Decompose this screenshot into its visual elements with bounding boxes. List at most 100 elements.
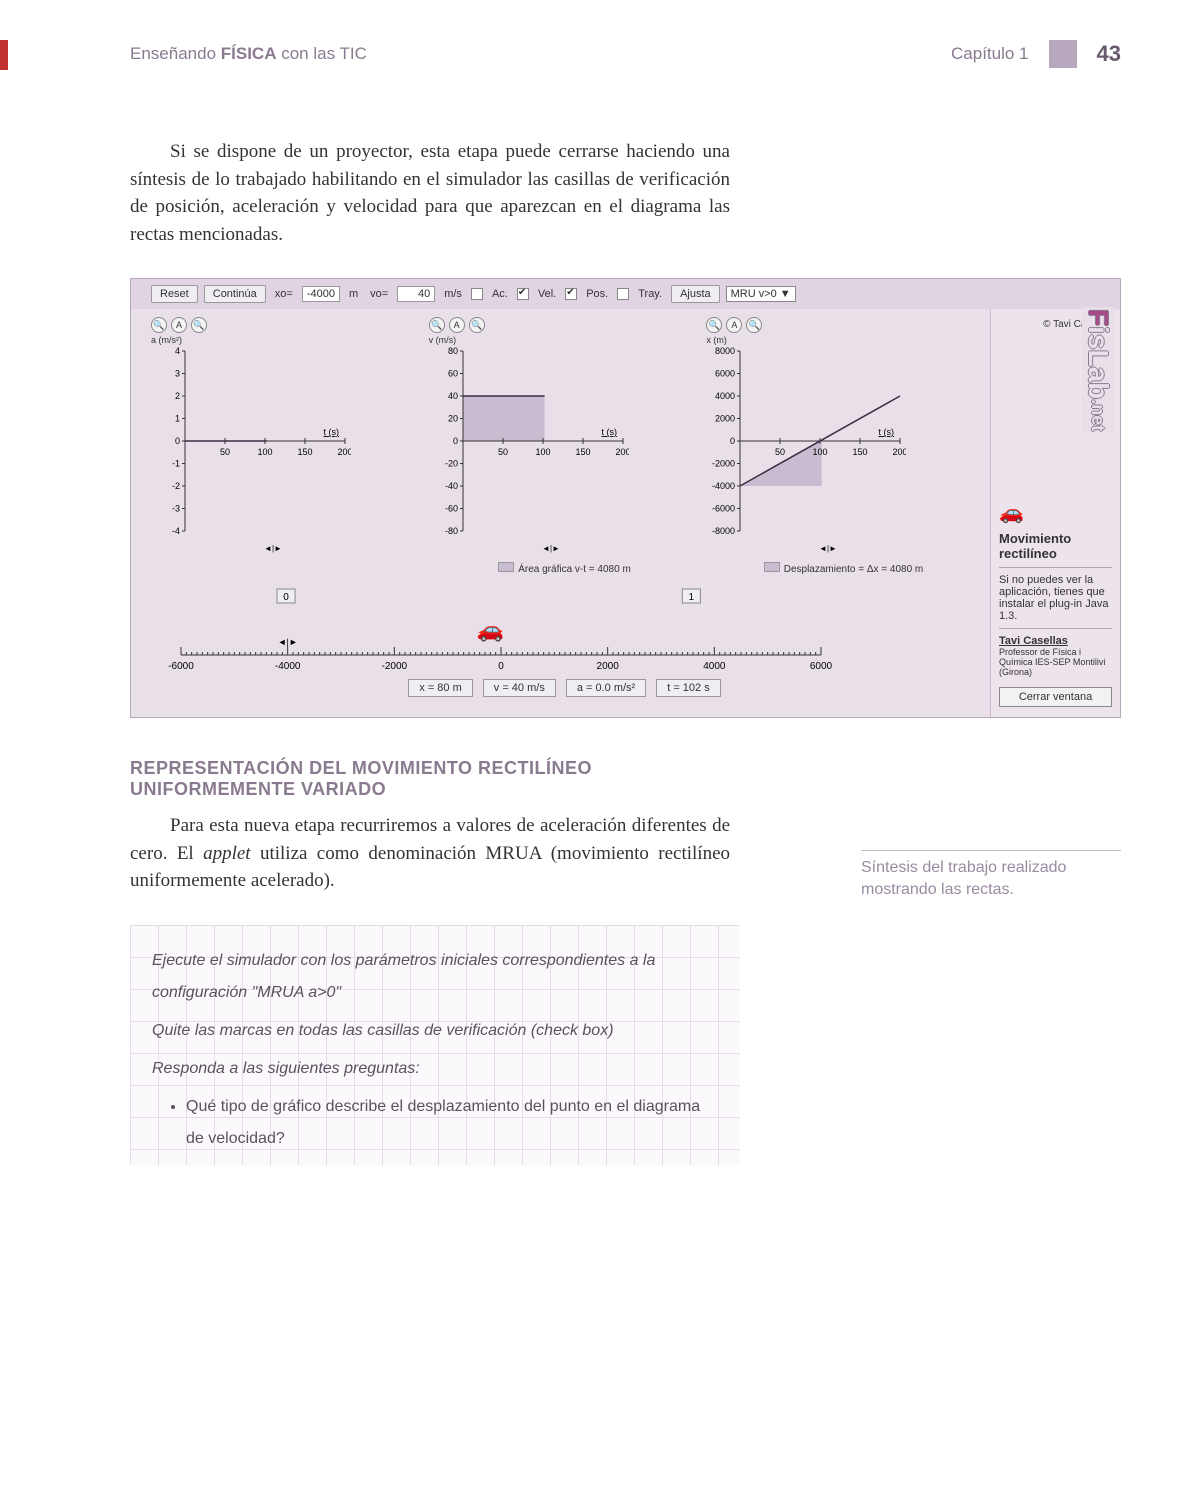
dropdown-icon: ▼ [780, 288, 791, 300]
status-x: x = 80 m [408, 679, 473, 697]
svg-text:80: 80 [448, 346, 458, 356]
book-title: Enseñando FÍSICA con las TIC [130, 44, 367, 64]
chart-svg-0: -4-3-2-10123450100150200t (s)◄|► [151, 345, 351, 555]
page-header: Enseñando FÍSICA con las TIC Capítulo 1 … [130, 40, 1121, 68]
svg-text:200: 200 [615, 447, 629, 457]
simulator-screenshot: Reset Continúa xo= -4000 m vo= 40 m/s Ac… [130, 278, 1121, 718]
continue-button[interactable]: Continúa [204, 285, 266, 303]
zoom-icon[interactable]: 🔍 [746, 317, 762, 333]
svg-text:◄|►: ◄|► [264, 544, 282, 553]
svg-text:1: 1 [175, 414, 180, 424]
autoscale-icon[interactable]: A [449, 317, 465, 333]
figure-caption: Síntesis del trabajo realizado mostrando… [861, 850, 1121, 900]
svg-text:150: 150 [575, 447, 590, 457]
svg-text:8000: 8000 [715, 346, 735, 356]
svg-text:4000: 4000 [703, 661, 726, 672]
title-bold: FÍSICA [221, 44, 277, 63]
zoom-icon[interactable]: 🔍 [706, 317, 722, 333]
acc-checkbox[interactable] [471, 288, 483, 300]
ruler-svg: 01-6000-4000-20000200040006000◄|►🚗 [151, 585, 851, 675]
car-icon: 🚗 [999, 500, 1112, 525]
status-row: x = 80 m v = 40 m/s a = 0.0 m/s² t = 102… [151, 679, 978, 697]
chart-1: 🔍A🔍v (m/s)-80-60-40-20020406080501001502… [429, 317, 701, 558]
svg-text:20: 20 [448, 414, 458, 424]
tray-checkbox[interactable] [617, 288, 629, 300]
svg-text:-8000: -8000 [712, 526, 735, 536]
vel-checkbox[interactable] [517, 288, 529, 300]
section-paragraph: Para esta nueva etapa recurriremos a val… [130, 812, 730, 895]
reset-button[interactable]: Reset [151, 285, 198, 303]
svg-text:-6000: -6000 [712, 504, 735, 514]
author-link[interactable]: Tavi Casellas [999, 635, 1112, 647]
title-pre: Enseñando [130, 44, 221, 63]
svg-text:-80: -80 [445, 526, 458, 536]
chart-ylabel: v (m/s) [429, 335, 701, 345]
svg-text:-60: -60 [445, 504, 458, 514]
svg-text:-6000: -6000 [168, 661, 194, 672]
svg-text:200: 200 [893, 447, 907, 457]
svg-text:50: 50 [498, 447, 508, 457]
svg-text:-4000: -4000 [712, 481, 735, 491]
svg-text:1: 1 [689, 592, 695, 603]
svg-text:-40: -40 [445, 481, 458, 491]
close-window-button[interactable]: Cerrar ventana [999, 687, 1112, 707]
mode-select[interactable]: MRU v>0▼ [726, 286, 796, 302]
svg-text:0: 0 [453, 436, 458, 446]
svg-text:3: 3 [175, 369, 180, 379]
mode-value: MRU v>0 [731, 288, 777, 300]
svg-text:50: 50 [220, 447, 230, 457]
zoom-icon[interactable]: 🔍 [191, 317, 207, 333]
zoom-icon[interactable]: 🔍 [469, 317, 485, 333]
svg-text:40: 40 [448, 391, 458, 401]
zoom-icon[interactable]: 🔍 [429, 317, 445, 333]
status-v: v = 40 m/s [483, 679, 556, 697]
svg-text:150: 150 [297, 447, 312, 457]
svg-text:-2: -2 [172, 481, 180, 491]
sidebar-title: Movimiento rectilíneo [999, 531, 1112, 561]
svg-text:100: 100 [813, 447, 828, 457]
pos-checkbox[interactable] [565, 288, 577, 300]
ajusta-button[interactable]: Ajusta [671, 285, 720, 303]
chart-svg-2: -8000-6000-4000-200002000400060008000501… [706, 345, 906, 555]
svg-text:t (s): t (s) [879, 427, 895, 437]
svg-text:6000: 6000 [810, 661, 833, 672]
svg-text:◄|►: ◄|► [278, 637, 298, 647]
status-t: t = 102 s [656, 679, 721, 697]
vo-input[interactable]: 40 [397, 286, 435, 302]
chart-ylabel: a (m/s²) [151, 335, 423, 345]
svg-text:60: 60 [448, 369, 458, 379]
section-heading: REPRESENTACIÓN DEL MOVIMIENTO RECTILÍNEO… [130, 758, 670, 800]
exercise-question1: Qué tipo de gráfico describe el desplaza… [186, 1091, 718, 1155]
chart2-caption: Área gráfica v-t = 4080 m [518, 564, 631, 575]
chart-ylabel: x (m) [706, 335, 978, 345]
svg-text:-4: -4 [172, 526, 180, 536]
chapter-label: Capítulo 1 [951, 44, 1029, 64]
svg-text:🚗: 🚗 [477, 617, 504, 642]
svg-text:100: 100 [257, 447, 272, 457]
xo-input[interactable]: -4000 [302, 286, 340, 302]
tray-label: Tray. [635, 288, 665, 300]
svg-text:-2000: -2000 [712, 459, 735, 469]
pos-label: Pos. [583, 288, 611, 300]
chapter-box-icon [1049, 40, 1077, 68]
vo-label: vo= [367, 288, 391, 300]
svg-text:-20: -20 [445, 459, 458, 469]
svg-text:6000: 6000 [715, 369, 735, 379]
svg-text:0: 0 [283, 592, 289, 603]
autoscale-icon[interactable]: A [726, 317, 742, 333]
svg-text:50: 50 [775, 447, 785, 457]
exercise-box: Ejecute el simulador con los parámetros … [130, 925, 740, 1165]
autoscale-icon[interactable]: A [171, 317, 187, 333]
svg-text:-4000: -4000 [275, 661, 301, 672]
svg-text:t (s): t (s) [601, 427, 617, 437]
svg-text:2: 2 [175, 391, 180, 401]
chart-svg-1: -80-60-40-2002040608050100150200t (s)◄|► [429, 345, 629, 555]
chart3-caption: Desplazamiento = Δx = 4080 m [784, 564, 924, 575]
para2-italic: applet [203, 843, 251, 864]
acc-label: Ac. [489, 288, 511, 300]
logo-f: F [1083, 309, 1114, 326]
svg-text:0: 0 [730, 436, 735, 446]
xo-label: xo= [272, 288, 296, 300]
zoom-icon[interactable]: 🔍 [151, 317, 167, 333]
status-a: a = 0.0 m/s² [566, 679, 646, 697]
